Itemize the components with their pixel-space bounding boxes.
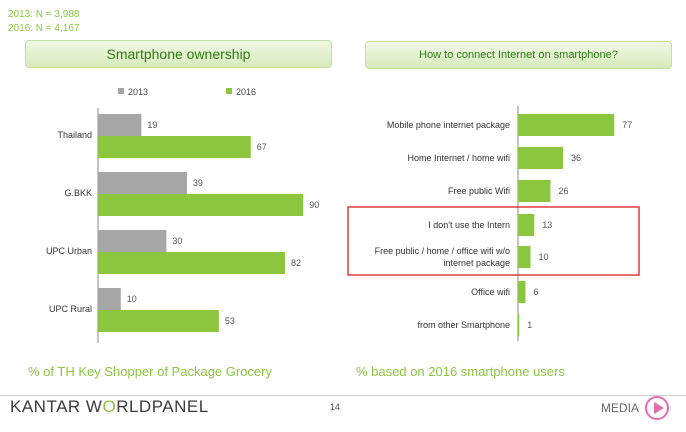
bar-2013 [98, 172, 187, 194]
legend-swatch-2016 [226, 88, 232, 94]
data-label: 1 [527, 320, 532, 330]
category-label: UPC Rural [49, 304, 92, 314]
sample-size-2016: 2016: N = 4,167 [8, 23, 80, 34]
bar-2016 [98, 136, 251, 158]
category-label: Free public / home / office wifi w/o [375, 246, 510, 256]
sample-size-2013: 2013: N = 3,988 [8, 9, 80, 20]
data-label: 90 [309, 200, 319, 210]
kantar-worldpanel-logo: KANTAR WORLDPANEL [10, 397, 209, 416]
bar-2016 [98, 252, 285, 274]
data-label: 77 [622, 120, 632, 130]
bar-2016 [518, 246, 531, 268]
bar-2013 [98, 230, 167, 252]
data-label: 67 [257, 142, 267, 152]
data-label: 30 [172, 236, 182, 246]
bar-2013 [98, 288, 121, 310]
right-chart-title: How to connect Internet on smartphone? [365, 41, 672, 69]
bar-2016 [98, 310, 219, 332]
category-label: UPC Urban [46, 246, 92, 256]
play-icon [645, 396, 669, 420]
category-label: Free public Wifi [448, 186, 510, 196]
bar-2016 [98, 194, 304, 216]
left-chart-note: % of TH Key Shopper of Package Grocery [28, 364, 272, 379]
highlight-box [347, 206, 640, 276]
category-label: I don't use the Intern [428, 220, 510, 230]
page-number: 14 [330, 402, 341, 412]
category-label: Mobile phone internet package [387, 120, 510, 130]
legend-swatch-2013 [118, 88, 124, 94]
legend-label-2016: 2016 [236, 87, 256, 97]
bar-2016 [518, 147, 563, 169]
data-label: 39 [193, 178, 203, 188]
data-label: 36 [571, 153, 581, 163]
data-label: 53 [225, 316, 235, 326]
category-label: internet package [443, 258, 510, 268]
bar-2013 [98, 114, 142, 136]
data-label: 10 [539, 252, 549, 262]
footer-divider [0, 395, 686, 396]
data-label: 13 [542, 220, 552, 230]
bar-2016 [518, 314, 520, 336]
left-chart-title: Smartphone ownership [25, 40, 332, 68]
category-label: G.BKK [64, 188, 92, 198]
right-chart-note: % based on 2016 smartphone users [356, 364, 565, 379]
media-label: MEDIA [601, 401, 640, 415]
category-label: Home Internet / home wifi [407, 153, 510, 163]
bar-2016 [518, 114, 615, 136]
category-label: from other Smartphone [417, 320, 510, 330]
data-label: 10 [127, 294, 137, 304]
data-label: 26 [559, 186, 569, 196]
category-label: Thailand [57, 130, 92, 140]
bar-2016 [518, 180, 551, 202]
bar-2016 [518, 214, 535, 236]
legend-label-2013: 2013 [128, 87, 148, 97]
category-label: Office wifi [471, 287, 510, 297]
bar-2016 [518, 281, 526, 303]
data-label: 82 [291, 258, 301, 268]
data-label: 19 [147, 120, 157, 130]
data-label: 6 [534, 287, 539, 297]
